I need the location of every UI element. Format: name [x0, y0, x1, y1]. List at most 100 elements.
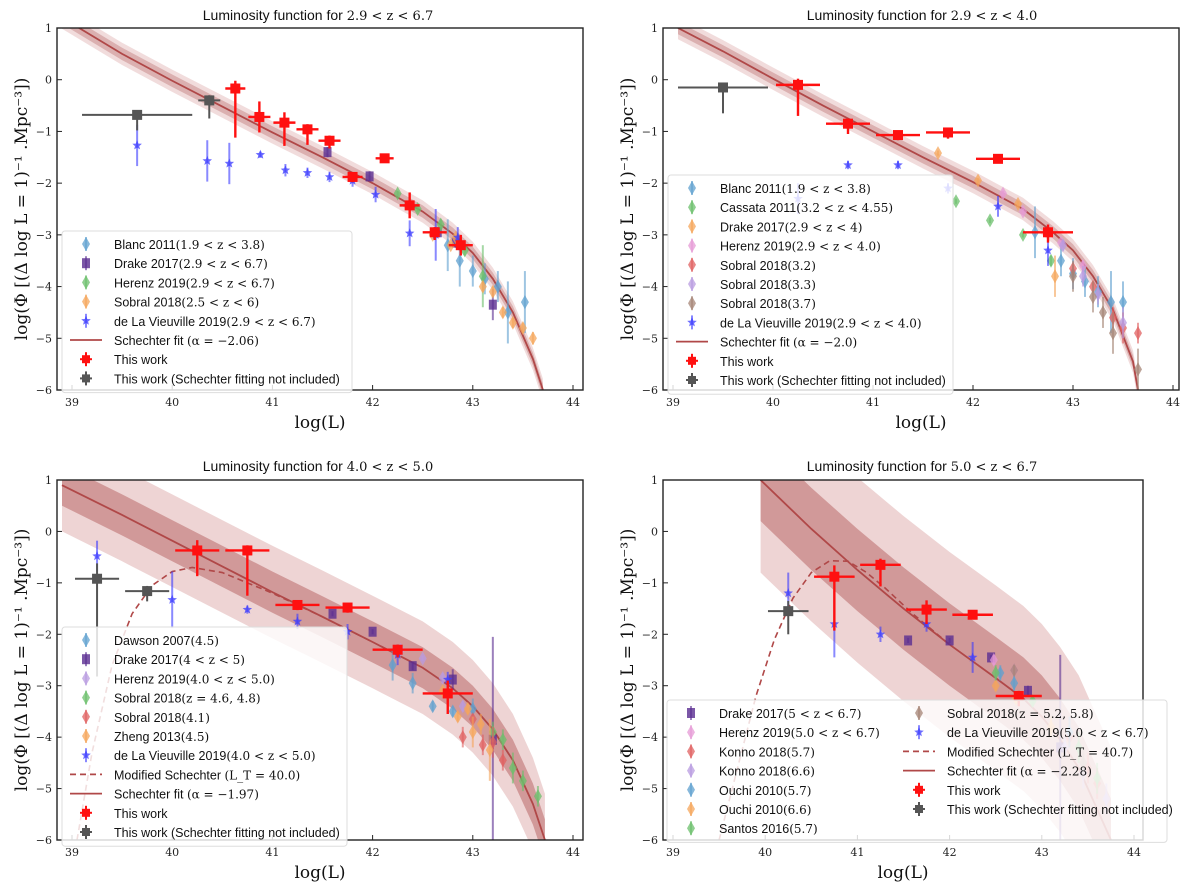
legend-label: de La Vieuville 2019(2.9 < z < 4.0) [720, 316, 922, 330]
y-tick-label: 0 [651, 525, 658, 538]
legend-label-math: (4.0 < z < 5.0) [226, 749, 315, 763]
legend-label: Cassata 2011(3.2 < z < 4.55) [720, 201, 893, 215]
legend-label-text: Herenz 2019 [114, 672, 186, 686]
x-tick-label: 41 [265, 396, 279, 409]
legend-label-text: Sobral 2018 [114, 711, 181, 725]
legend-item: Sobral 2018(4.1) [82, 709, 210, 725]
legend-label-text: Drake 2017 [720, 220, 785, 234]
legend-label-math: (z = 5.2, 5.8) [1014, 707, 1093, 721]
legend-item: Modified Schechter (L_T = 40.0) [70, 768, 300, 782]
data-point [255, 149, 266, 159]
data-point [323, 147, 332, 158]
legend-label-text: Schechter fit [947, 765, 1020, 779]
data-point [442, 688, 453, 699]
legend-label: Schechter fit (α = −1.97) [114, 788, 259, 802]
title-math: 5.0 < z < 6.7 [951, 460, 1038, 475]
legend-label-math: (4.5) [181, 730, 209, 744]
legend-marker [688, 257, 696, 272]
legend-item: Sobral 2018(3.2) [688, 257, 816, 273]
y-tick-label: −1 [36, 577, 52, 590]
legend-label: Sobral 2018(2.5 < z < 6) [114, 296, 259, 310]
data-point [463, 701, 472, 716]
data-point [324, 135, 335, 146]
legend-label: Drake 2017(2.9 < z < 4) [720, 220, 862, 234]
plot-area [61, 480, 546, 840]
legend-marker [82, 671, 90, 686]
data-point [718, 82, 728, 93]
legend-item: Herenz 2019(5.0 < z < 6.7) [687, 725, 880, 740]
plot-area [677, 28, 1142, 390]
legend-marker [687, 744, 695, 759]
legend-marker [81, 750, 91, 760]
data-point [368, 626, 377, 637]
data-point [347, 171, 358, 182]
legend-label-text: This work [720, 355, 774, 369]
legend-marker [688, 200, 696, 215]
legend-item: Modified Schechter (L_T = 40.7) [903, 745, 1133, 759]
modified-schechter-line [718, 559, 951, 840]
data-point [453, 709, 462, 724]
data-point [974, 173, 982, 188]
y-axis-label: log(Φ [(Δ log L = 1)⁻¹ .Mpc⁻³]) [618, 78, 638, 341]
legend-item: de La Vieuville 2019(2.9 < z < 4.0) [687, 315, 922, 330]
legend-marker [687, 763, 695, 778]
legend-label-math: (3.3) [787, 278, 815, 292]
legend-label: Sobral 2018(4.1) [114, 711, 210, 725]
data-point [230, 83, 241, 94]
legend-label-text: Herenz 2019 [720, 240, 792, 254]
data-point [996, 665, 1005, 680]
legend-label-text: Herenz 2019 [719, 726, 791, 740]
y-tick-label: −1 [36, 125, 52, 138]
legend-label-text: Schechter fit [114, 334, 187, 348]
x-tick-label: 44 [1166, 396, 1180, 409]
data-point [993, 153, 1003, 164]
legend-label-text: Drake 2017 [114, 653, 179, 667]
legend-item: Herenz 2019(4.0 < z < 5.0) [82, 671, 275, 686]
legend-marker [688, 277, 696, 291]
legend-item: Konno 2018(6.6) [687, 763, 815, 779]
legend-label: Sobral 2018(z = 5.2, 5.8) [947, 707, 1094, 721]
title-text: Luminosity function for [807, 7, 951, 23]
legend-label-math: (4.0 < z < 5.0) [186, 672, 275, 686]
this-work-excluded-points [678, 82, 768, 114]
legend-label: Ouchi 2010(5.7) [719, 784, 811, 798]
data-point [1107, 295, 1115, 310]
data-point [952, 194, 960, 209]
legend-label-math: (2.9 < z < 4.0) [792, 240, 881, 254]
data-point [342, 626, 353, 636]
legend-label-text: This work [114, 353, 168, 367]
legend-label-text: Schechter fit [720, 336, 793, 350]
data-point [991, 665, 1000, 680]
legend-marker [82, 828, 90, 836]
legend-label: Schechter fit (α = −2.0) [720, 336, 857, 350]
legend-label: Sobral 2018(3.2) [720, 259, 816, 273]
legend-label-text: Dawson 2007 [114, 634, 190, 648]
legend-item: Sobral 2018(2.5 < z < 6) [82, 294, 259, 310]
data-point [1010, 676, 1019, 691]
x-tick-label: 43 [1066, 396, 1080, 409]
x-tick-label: 43 [1035, 846, 1049, 859]
series-6 [1059, 238, 1127, 339]
legend-item: de La Vieuville 2019(5.0 < z < 6.7) [914, 725, 1149, 740]
legend-marker [82, 633, 90, 647]
legend-item: Konno 2018(5.7) [687, 744, 815, 759]
legend-label: Sobral 2018(z = 4.6, 4.8) [114, 692, 261, 706]
data-point [468, 701, 477, 716]
legend-item: Sobral 2018(3.7) [688, 296, 816, 311]
legend-label-math: (6.6) [783, 803, 811, 817]
legend-label-text: This work [114, 807, 168, 821]
legend-label: Konno 2018(5.7) [719, 745, 815, 759]
this-work-points [814, 558, 1042, 707]
legend-label: This work (Schechter fitting not include… [720, 374, 946, 388]
legend-item: This work (Schechter fitting not include… [686, 373, 946, 388]
legend-label: Herenz 2019(2.9 < z < 6.7) [114, 276, 275, 290]
data-point [987, 652, 996, 663]
legend-marker [688, 181, 696, 195]
legend-label: Schechter fit (α = −2.06) [114, 334, 259, 348]
data-point [829, 571, 840, 582]
legend-item: Schechter fit (α = −1.97) [70, 788, 259, 802]
legend-label-text: Modified Schechter [947, 745, 1057, 759]
legend-label-math: (2.9 < z < 4.0) [832, 316, 921, 330]
legend-item: Sobral 2018(z = 5.2, 5.8) [915, 706, 1094, 721]
legend-label: Modified Schechter (L_T = 40.7) [947, 745, 1133, 759]
